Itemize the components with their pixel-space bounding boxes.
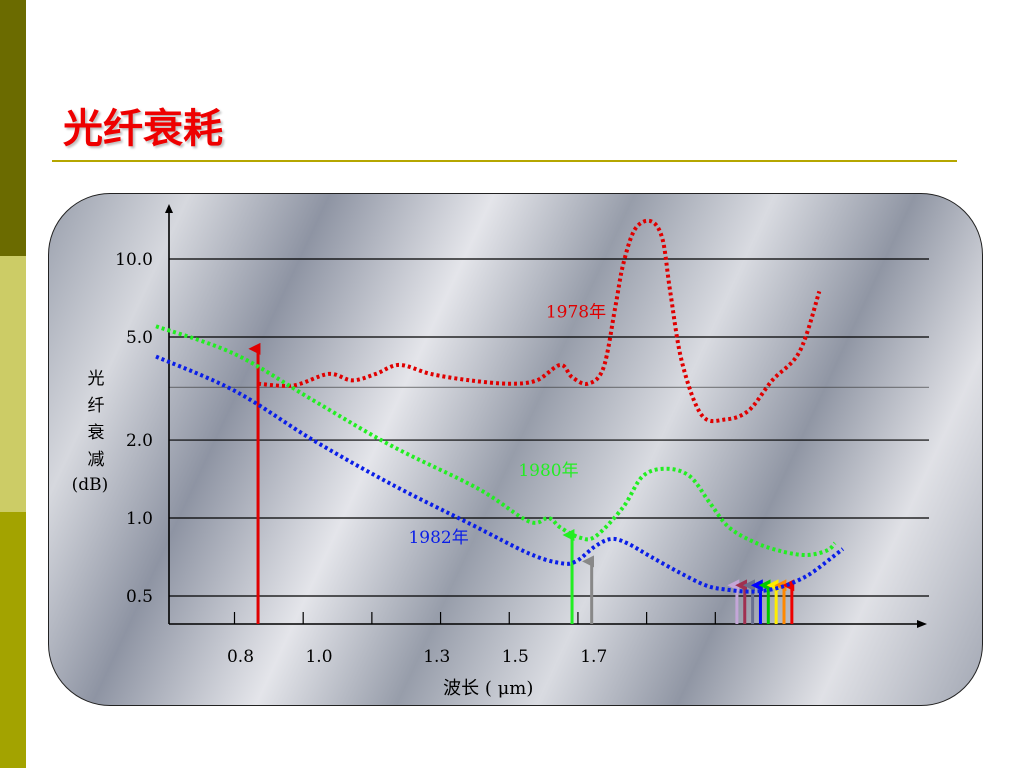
slide-title: 光纤衰耗 [63, 106, 223, 152]
x-tick-label: 0.8 [227, 647, 254, 667]
y-tick-label: 1.0 [126, 509, 153, 529]
series-line [257, 218, 822, 424]
y-axis-arrowhead [165, 204, 173, 213]
plot-area: 10.0 5.0 2.0 1.0 0.5 0.8 1.0 1.3 1.5 1.7 波长 ( μm) 1… [115, 204, 929, 699]
x-tick-label: 1.5 [502, 647, 529, 667]
series-label: 1980年 [518, 461, 578, 481]
y-axis-label-char: 光 [87, 369, 105, 389]
y-axis-label-unit: (dB) [71, 475, 109, 495]
side-bar-middle [0, 256, 26, 512]
y-tick-label: 10.0 [115, 250, 153, 270]
x-axis-arrowhead [917, 620, 927, 628]
x-tick-label: 1.3 [423, 647, 450, 667]
series-label: 1978年 [546, 302, 606, 322]
side-bar-top [0, 0, 26, 256]
y-axis-label-char: 纤 [87, 396, 105, 416]
series-label: 1982年 [408, 528, 468, 548]
x-axis-label: 波长 ( μm) [443, 678, 533, 699]
attenuation-chart: 光 纤 衰 减 (dB) 10.0 5.0 2.0 1.0 0.5 0.8 1.0 1.3 1.… [48, 193, 983, 706]
title-divider [52, 160, 957, 162]
y-tick-label: 5.0 [126, 328, 153, 348]
x-tick-label: 1.7 [580, 647, 607, 667]
side-bar-bottom [0, 512, 26, 768]
y-axis-label-char: 减 [87, 450, 105, 470]
series-line [155, 354, 845, 594]
y-tick-label: 2.0 [126, 431, 153, 451]
y-tick-label: 0.5 [126, 587, 153, 607]
x-tick-label: 1.0 [305, 647, 332, 667]
y-axis-label-char: 衰 [87, 423, 105, 443]
